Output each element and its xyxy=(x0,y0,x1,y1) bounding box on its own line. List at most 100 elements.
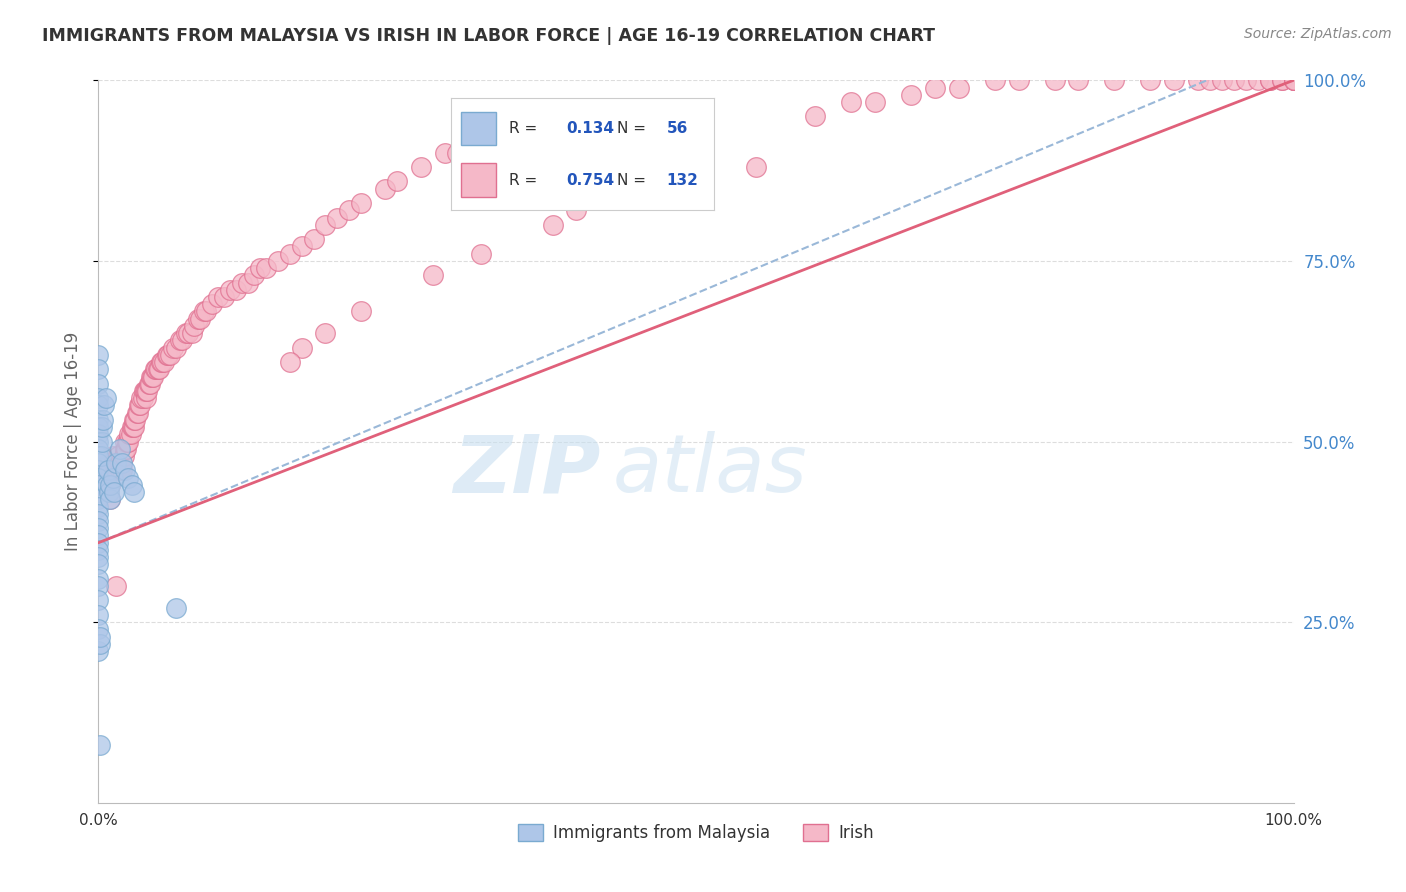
Point xyxy=(87,442,110,456)
Point xyxy=(374,182,396,196)
Point xyxy=(136,384,159,398)
Point xyxy=(101,470,124,484)
Point xyxy=(155,348,177,362)
Point xyxy=(141,369,163,384)
Point xyxy=(87,413,110,427)
Point xyxy=(1139,73,1161,87)
Point xyxy=(105,463,128,477)
Point xyxy=(841,95,863,109)
Point xyxy=(315,326,337,340)
Point xyxy=(948,80,970,95)
Point xyxy=(87,398,110,412)
Point xyxy=(114,442,136,456)
Point xyxy=(97,463,120,477)
Point xyxy=(135,384,157,398)
Point xyxy=(1008,73,1031,87)
Point xyxy=(103,485,125,500)
Point xyxy=(278,355,301,369)
Point xyxy=(124,485,146,500)
Point xyxy=(165,600,187,615)
Point xyxy=(267,253,290,268)
Point xyxy=(434,145,457,160)
Point xyxy=(98,492,122,507)
Point xyxy=(111,456,134,470)
Point xyxy=(1187,73,1209,87)
Point xyxy=(1104,73,1126,87)
Point xyxy=(87,362,110,376)
Point xyxy=(87,434,110,449)
Point xyxy=(87,492,110,507)
Point xyxy=(93,478,115,492)
Point xyxy=(139,369,162,384)
Point xyxy=(470,246,492,260)
Point xyxy=(541,218,564,232)
Point xyxy=(1234,73,1257,87)
Point xyxy=(108,456,131,470)
Point xyxy=(1067,73,1090,87)
Point xyxy=(745,160,768,174)
Point xyxy=(900,87,922,102)
Point xyxy=(1223,73,1246,87)
Point xyxy=(278,246,301,260)
Point xyxy=(87,514,110,528)
Point xyxy=(153,355,176,369)
Point xyxy=(302,232,325,246)
Point xyxy=(87,456,110,470)
Point xyxy=(506,124,529,138)
Text: ZIP: ZIP xyxy=(453,432,600,509)
Point xyxy=(87,593,110,607)
Point xyxy=(87,463,110,477)
Point xyxy=(87,463,110,477)
Point xyxy=(127,406,149,420)
Point xyxy=(87,550,110,565)
Text: IMMIGRANTS FROM MALAYSIA VS IRISH IN LABOR FORCE | AGE 16-19 CORRELATION CHART: IMMIGRANTS FROM MALAYSIA VS IRISH IN LAB… xyxy=(42,27,935,45)
Point xyxy=(145,362,167,376)
Point xyxy=(139,376,162,391)
Point xyxy=(87,427,110,442)
Point xyxy=(174,326,197,340)
Point xyxy=(1163,73,1185,87)
Text: atlas: atlas xyxy=(613,432,807,509)
Point xyxy=(470,131,492,145)
Point xyxy=(89,738,111,752)
Point xyxy=(134,384,156,398)
Point xyxy=(865,95,887,109)
Point xyxy=(94,391,117,405)
Point xyxy=(254,261,277,276)
Point xyxy=(115,442,138,456)
Point xyxy=(1211,73,1233,87)
Point xyxy=(87,391,110,405)
Point xyxy=(183,318,205,333)
Point xyxy=(122,420,145,434)
Point xyxy=(93,398,115,412)
Point xyxy=(1271,73,1294,87)
Point xyxy=(115,434,138,449)
Point xyxy=(101,449,124,463)
Point xyxy=(87,478,110,492)
Point xyxy=(132,384,155,398)
Point xyxy=(107,449,129,463)
Point xyxy=(97,456,120,470)
Legend: Immigrants from Malaysia, Irish: Immigrants from Malaysia, Irish xyxy=(512,817,880,848)
Point xyxy=(291,239,314,253)
Point xyxy=(90,449,112,463)
Point xyxy=(231,276,253,290)
Point xyxy=(177,326,200,340)
Point xyxy=(117,434,139,449)
Point xyxy=(148,362,170,376)
Point xyxy=(121,478,143,492)
Point xyxy=(219,283,242,297)
Point xyxy=(124,420,146,434)
Point xyxy=(162,341,184,355)
Point xyxy=(87,348,110,362)
Point xyxy=(1258,73,1281,87)
Point xyxy=(187,311,209,326)
Point xyxy=(207,290,229,304)
Point xyxy=(315,218,337,232)
Point xyxy=(103,456,125,470)
Point xyxy=(111,463,134,477)
Point xyxy=(236,276,259,290)
Point xyxy=(87,644,110,658)
Point xyxy=(87,535,110,549)
Point xyxy=(87,376,110,391)
